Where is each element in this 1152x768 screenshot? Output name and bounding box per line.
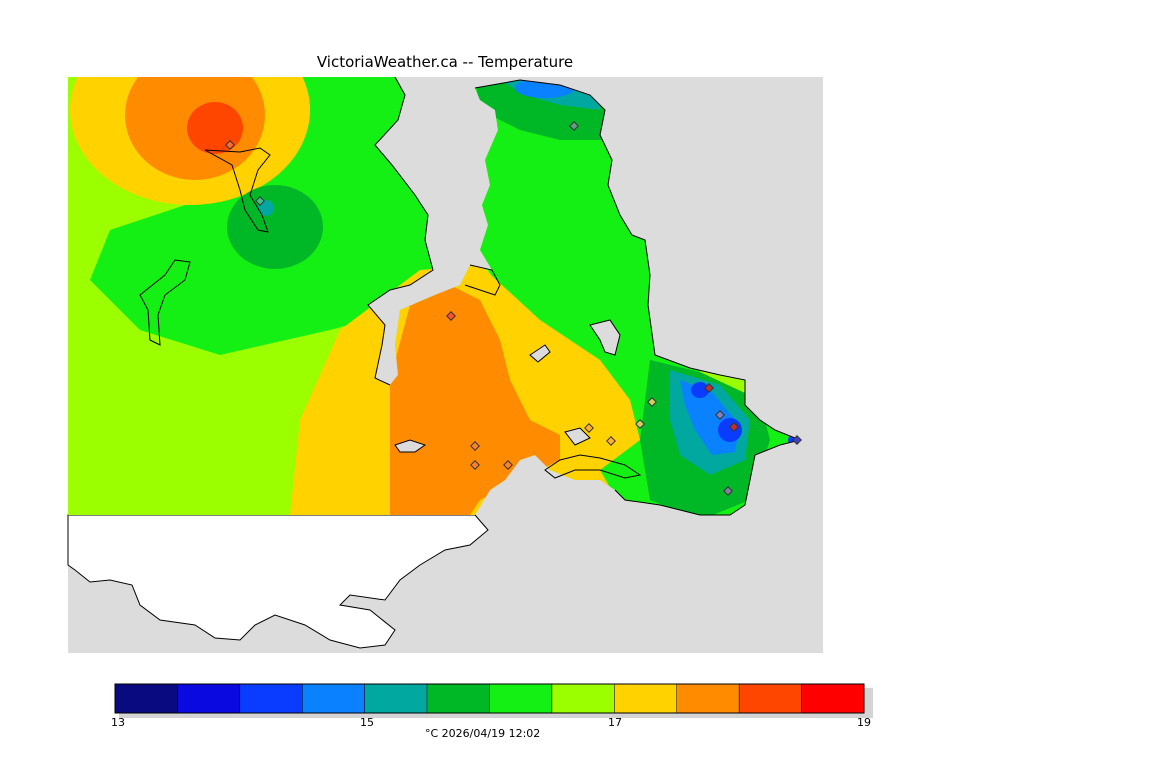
coastline-east <box>474 79 802 516</box>
station-marker[interactable] <box>503 460 513 470</box>
island-lake <box>589 319 621 356</box>
station-marker[interactable] <box>569 121 579 131</box>
scale-bin <box>426 683 490 714</box>
scale-tick-13: 13 <box>111 716 125 729</box>
station-marker[interactable] <box>792 435 802 445</box>
scale-bin <box>114 683 178 714</box>
scale-border <box>114 683 865 714</box>
inlet-north-west <box>204 147 271 233</box>
station-marker[interactable] <box>729 422 739 432</box>
station-marker[interactable] <box>470 460 480 470</box>
scale-bin <box>302 683 365 714</box>
scale-bin <box>801 683 865 714</box>
scale-bin <box>239 683 303 714</box>
station-marker[interactable] <box>723 486 733 496</box>
station-marker[interactable] <box>704 383 714 393</box>
station-marker[interactable] <box>606 436 616 446</box>
scale-caption: °C 2026/04/19 12:02 <box>425 727 541 740</box>
scale-bin <box>364 683 428 714</box>
scale-tick-17: 17 <box>608 716 622 729</box>
scale-bin <box>676 683 740 714</box>
station-marker[interactable] <box>255 196 265 206</box>
map-title: VictoriaWeather.ca -- Temperature <box>316 53 574 71</box>
station-marker[interactable] <box>470 441 480 451</box>
scale-bin <box>551 683 615 714</box>
temperature-field <box>68 77 800 515</box>
scale-tick-19: 19 <box>857 716 871 729</box>
scale-bin <box>489 683 553 714</box>
southern-land <box>67 514 489 649</box>
harbour-water <box>564 427 591 446</box>
color-scale <box>114 683 865 714</box>
scale-tick-15: 15 <box>360 716 374 729</box>
scale-bin <box>614 683 677 714</box>
coastline-inlet <box>464 264 501 296</box>
station-markers <box>225 121 802 496</box>
lake <box>394 439 427 453</box>
station-marker[interactable] <box>225 140 235 150</box>
scale-bin <box>177 683 241 714</box>
inlet-west <box>139 259 191 346</box>
scale-bin <box>738 683 802 714</box>
station-marker[interactable] <box>635 419 645 429</box>
harbour-coast <box>544 454 642 479</box>
small-lake <box>529 344 551 363</box>
station-marker[interactable] <box>647 397 657 407</box>
station-marker[interactable] <box>715 410 725 420</box>
station-marker[interactable] <box>584 423 594 433</box>
coastline-west <box>367 76 434 386</box>
station-marker[interactable] <box>446 311 456 321</box>
